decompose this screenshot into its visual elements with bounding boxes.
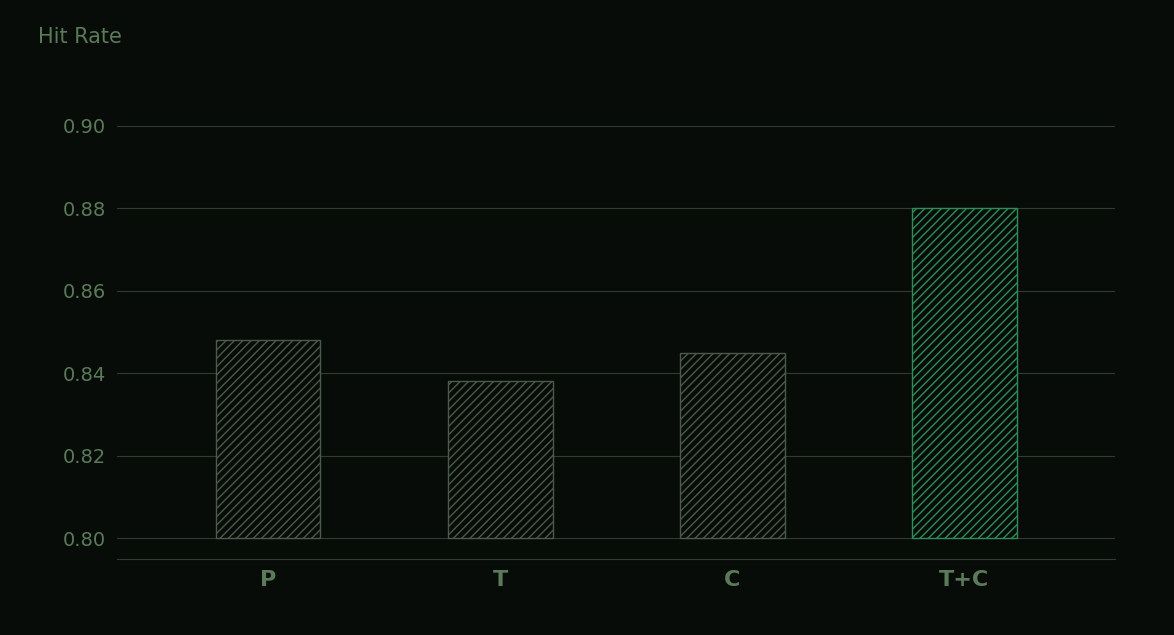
Bar [912, 208, 1017, 538]
Bar [216, 340, 321, 538]
Bar [680, 352, 784, 538]
Bar [448, 382, 553, 538]
Text: Hit Rate: Hit Rate [38, 27, 121, 47]
